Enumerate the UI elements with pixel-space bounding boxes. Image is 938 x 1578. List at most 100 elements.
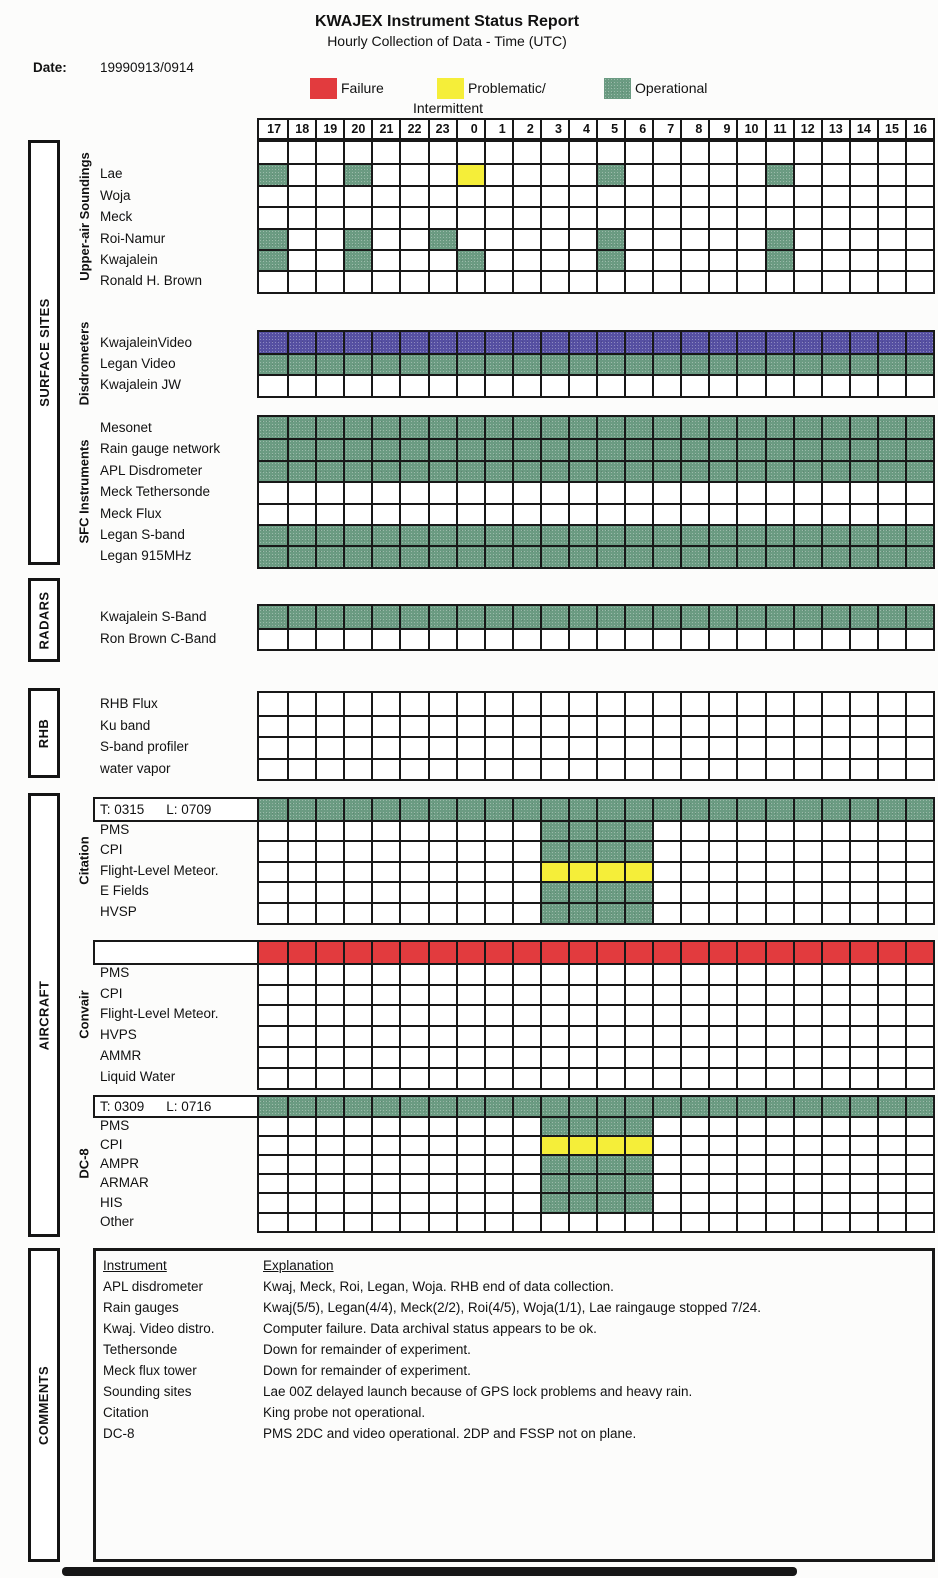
status-cell-hour-1: [483, 332, 512, 354]
status-cell-hour-10: [736, 1192, 765, 1212]
status-cell-hour-2: [511, 270, 540, 292]
status-cell-hour-6: [624, 693, 652, 715]
status-cell-hour-11: [764, 1025, 793, 1046]
status-cell-hour-6: [624, 1192, 653, 1212]
status-cell-hour-4: [567, 184, 596, 207]
status-cell-hour-3: [539, 438, 568, 460]
row-label: PMS: [100, 964, 130, 980]
row-label: HVSP: [100, 904, 137, 919]
status-cell-hour-9: [708, 481, 737, 503]
status-cell-hour-3: [539, 545, 568, 567]
status-cell-hour-2: [511, 942, 540, 963]
legend-label-intermittent: Intermittent: [413, 100, 484, 116]
status-cell-hour-14: [848, 1116, 877, 1136]
comment-row: Meck flux tower Down for remainder of exp…: [103, 1360, 932, 1381]
comment-instrument: Tethersonde: [103, 1342, 178, 1357]
status-cell-hour-21: [371, 627, 400, 649]
status-cell-hour-20: [343, 819, 372, 841]
status-cell-hour-9: [708, 417, 737, 439]
status-cell-hour-6: [624, 799, 653, 820]
subsection-label: Disdrometers: [66, 322, 102, 406]
status-cell-hour-9: [708, 206, 737, 228]
status-cell-hour-15: [876, 840, 905, 861]
status-cell-hour-14: [848, 227, 877, 249]
status-cell-hour-10: [736, 962, 765, 984]
status-cell-hour-17: [259, 545, 288, 567]
status-cell-hour-9: [708, 840, 737, 861]
status-cell-hour-16: [904, 1154, 933, 1174]
status-cell-hour-3: [539, 1004, 568, 1026]
status-cell-hour-18: [287, 1097, 316, 1117]
status-cell-hour-13: [820, 942, 849, 963]
status-cell-hour-19: [315, 502, 344, 524]
status-cell-hour-19: [315, 736, 344, 758]
status-cell-hour-1: [483, 502, 512, 524]
status-cell-hour-11: [764, 819, 793, 841]
status-cell-hour-18: [287, 1211, 316, 1231]
status-cell-hour-2: [511, 374, 540, 396]
status-cell-hour-16: [904, 736, 933, 758]
status-cell-hour-13: [820, 523, 849, 546]
comment-instrument: Sounding sites: [103, 1384, 192, 1399]
status-cell-hour-10: [736, 799, 765, 820]
comment-instrument: APL disdrometer: [103, 1279, 204, 1294]
hour-label: 19: [315, 120, 343, 138]
status-cell-hour-6: [624, 736, 653, 758]
status-cell-hour-10: [736, 1066, 765, 1088]
status-cell-hour-17: [259, 606, 288, 628]
status-cell-hour-10: [736, 332, 765, 354]
status-cell-hour-12: [792, 353, 821, 375]
status-cell-hour-12: [792, 881, 821, 902]
status-cell-hour-3: [539, 627, 568, 649]
status-cell-hour-19: [315, 523, 344, 546]
status-cell-hour-8: [680, 1135, 709, 1155]
status-cell-hour-10: [736, 248, 765, 271]
status-cell-hour-2: [511, 353, 540, 375]
status-cell-hour-7: [652, 417, 681, 439]
status-cell-hour-19: [315, 799, 344, 820]
status-cell-hour-2: [511, 627, 540, 649]
legend-swatch-operational: [604, 78, 631, 99]
status-cell-hour-23: [427, 693, 456, 715]
comment-row: Kwaj. Video distro. Computer failure. Dat…: [103, 1318, 932, 1339]
status-cell-hour-7: [652, 1135, 681, 1155]
status-cell-hour-16: [904, 502, 933, 524]
status-cell-hour-4: [567, 840, 596, 861]
status-cell-hour-7: [652, 757, 681, 779]
row-label: AMPR: [100, 1156, 140, 1172]
status-cell-hour-23: [427, 1097, 456, 1117]
status-cell-hour-20: [343, 1066, 372, 1088]
status-cell-hour-5: [596, 983, 625, 1005]
status-cell-hour-23: [427, 184, 456, 207]
status-cell-hour-20: [343, 1192, 372, 1212]
status-cell-hour-11: [764, 1173, 793, 1193]
status-cell-hour-20: [343, 1211, 372, 1231]
status-cell-hour-22: [399, 353, 428, 375]
status-cell-hour-1: [483, 374, 512, 396]
status-cell-hour-21: [371, 606, 400, 628]
status-cell-hour-12: [792, 142, 821, 164]
status-cell-hour-4: [567, 714, 596, 736]
status-cell-hour-13: [820, 353, 849, 375]
status-cell-hour-20: [343, 693, 371, 715]
status-cell-hour-9: [708, 459, 737, 482]
status-cell-hour-21: [371, 693, 399, 715]
status-cell-hour-22: [399, 860, 428, 882]
status-cell-hour-0: [455, 374, 484, 396]
status-cell-hour-10: [736, 627, 765, 649]
status-cell-hour-8: [680, 840, 709, 861]
status-cell-hour-7: [652, 942, 681, 963]
status-cell-hour-21: [371, 1097, 400, 1117]
status-cell-hour-22: [399, 523, 428, 546]
status-cell-hour-19: [315, 693, 343, 715]
status-cell-hour-3: [539, 860, 568, 882]
status-cell-hour-1: [483, 714, 512, 736]
status-cell-hour-18: [287, 227, 316, 249]
status-grid: [257, 940, 935, 1090]
status-cell-hour-17: [259, 840, 288, 861]
status-cell-hour-2: [511, 1045, 540, 1067]
status-cell-hour-15: [876, 860, 905, 882]
status-cell-hour-1: [483, 1097, 512, 1117]
status-cell-hour-4: [567, 1066, 596, 1088]
status-cell-hour-15: [876, 606, 905, 628]
